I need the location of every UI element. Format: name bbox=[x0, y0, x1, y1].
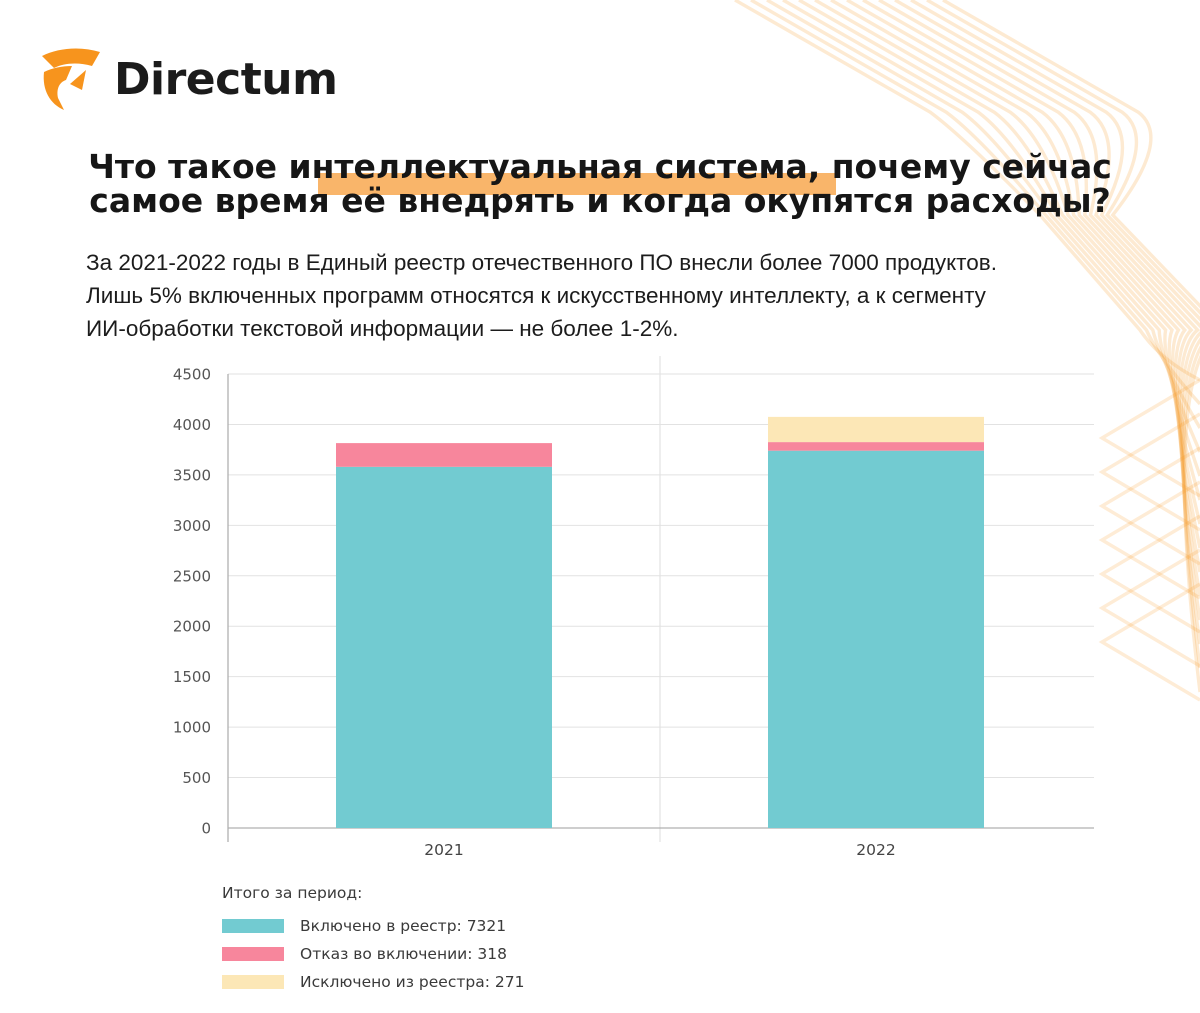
title-highlight bbox=[318, 173, 836, 195]
bar-2022-excluded bbox=[768, 416, 984, 443]
bar-2021-refused bbox=[336, 443, 552, 467]
legend-label-refused: Отказ во включении: 318 bbox=[300, 945, 507, 963]
intro-line-2: Лишь 5% включенных программ относятся к … bbox=[86, 283, 986, 308]
legend-item-refused: Отказ во включении: 318 bbox=[222, 940, 524, 968]
brand-name: Directum bbox=[114, 53, 338, 105]
y-tick-label: 1500 bbox=[173, 668, 211, 686]
chart-legend: Итого за период: Включено в реестр: 7321… bbox=[222, 884, 524, 996]
directum-logo-icon bbox=[42, 48, 100, 110]
y-tick-label: 0 bbox=[201, 820, 211, 838]
y-tick-label: 4000 bbox=[173, 416, 211, 434]
x-tick-label-2021: 2021 bbox=[424, 841, 463, 859]
bar-2021-included bbox=[336, 466, 552, 828]
legend-item-included: Включено в реестр: 7321 bbox=[222, 912, 524, 940]
y-tick-label: 4500 bbox=[173, 366, 211, 384]
bar-2022-refused bbox=[768, 442, 984, 451]
y-tick-label: 2000 bbox=[173, 618, 211, 636]
page-title: Что такое интеллектуальная система, поче… bbox=[0, 150, 1200, 218]
legend-swatch-refused bbox=[222, 947, 284, 961]
legend-item-excluded: Исключено из реестра: 271 bbox=[222, 968, 524, 996]
x-tick-label-2022: 2022 bbox=[856, 841, 895, 859]
y-tick-label: 1000 bbox=[173, 719, 211, 737]
intro-line-3: ИИ-обработки текстовой информации — не б… bbox=[86, 316, 679, 341]
bar-2022-included bbox=[768, 450, 984, 828]
y-tick-label: 500 bbox=[182, 769, 211, 787]
intro-line-1: За 2021-2022 годы в Единый реестр отечес… bbox=[86, 250, 997, 275]
legend-title: Итого за период: bbox=[222, 884, 363, 902]
title-line-2: самое время её внедрять и когда окупятся… bbox=[89, 181, 1111, 220]
title-line-1: Что такое интеллектуальная система, поче… bbox=[88, 147, 1112, 186]
legend-label-excluded: Исключено из реестра: 271 bbox=[300, 973, 525, 991]
directum-logo: Directum bbox=[40, 44, 338, 114]
y-tick-label: 3000 bbox=[173, 517, 211, 535]
legend-swatch-included bbox=[222, 919, 284, 933]
legend-swatch-excluded bbox=[222, 975, 284, 989]
y-tick-label: 3500 bbox=[173, 466, 211, 484]
legend-label-included: Включено в реестр: 7321 bbox=[300, 917, 507, 935]
y-tick-label: 2500 bbox=[173, 567, 211, 585]
intro-text: За 2021-2022 годы в Единый реестр отечес… bbox=[86, 246, 1146, 345]
